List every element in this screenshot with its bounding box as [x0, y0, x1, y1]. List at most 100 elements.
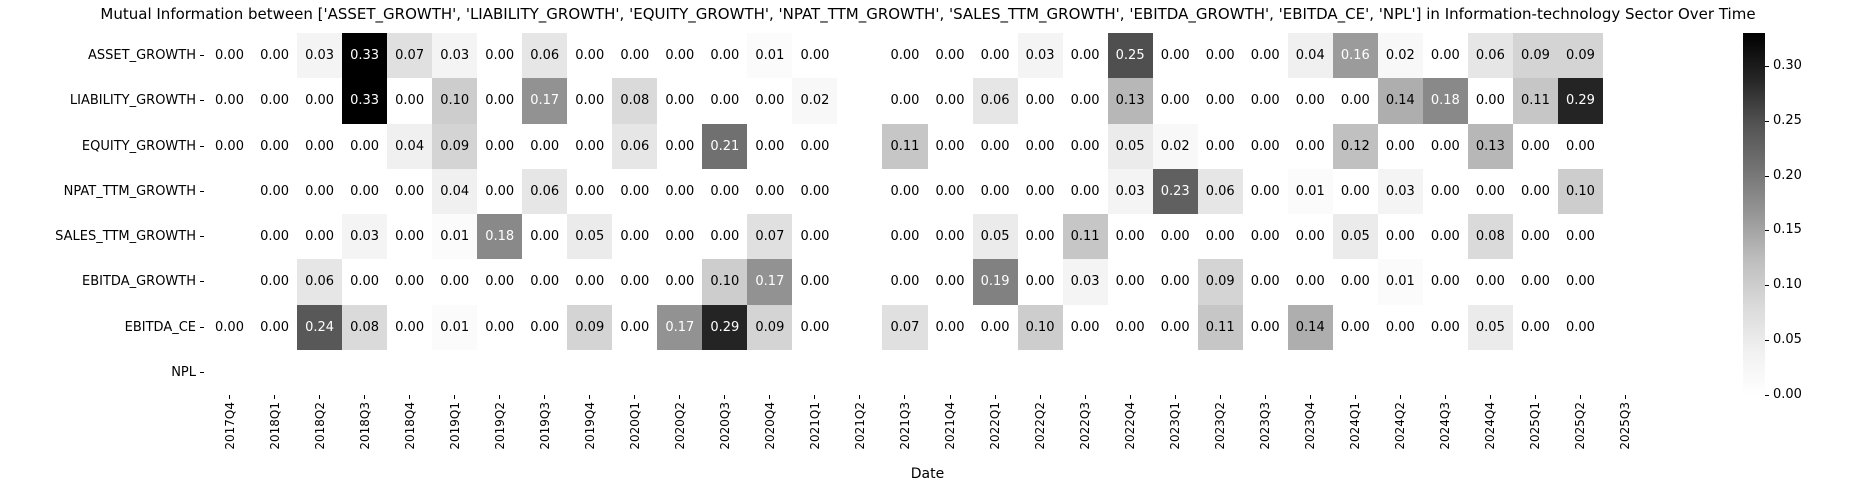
heatmap-cell: 0.29 — [702, 304, 748, 350]
colorbar-tick-mark — [1765, 285, 1769, 287]
heatmap-cell: 0.00 — [657, 33, 703, 79]
heatmap-cell: 0.00 — [432, 259, 478, 305]
heatmap-cell: 0.00 — [1242, 123, 1288, 169]
heatmap-cell: 0.00 — [702, 33, 748, 79]
heatmap-cell: 0.00 — [747, 123, 793, 169]
heatmap-cell: 0.00 — [1017, 78, 1063, 124]
x-tick-label: 2025Q3 — [1618, 402, 1633, 450]
colorbar-tick-mark — [1765, 175, 1769, 177]
heatmap-cell: 0.16 — [1332, 33, 1378, 79]
heatmap-grid: 0.00 0.00 0.03 0.33 0.07 0.03 0.00 0.06 0.00 0.00… — [207, 33, 1648, 395]
heatmap-cell: 0.06 — [1467, 33, 1513, 79]
x-tick-mark — [1489, 395, 1491, 399]
heatmap-cell — [1557, 349, 1603, 395]
heatmap-cell: 0.01 — [747, 33, 793, 79]
heatmap-cell: 0.29 — [1557, 78, 1603, 124]
heatmap-cell: 0.00 — [1062, 168, 1108, 214]
heatmap-cell: 0.00 — [387, 168, 433, 214]
heatmap-cell — [1602, 168, 1648, 214]
heatmap-cell: 0.00 — [927, 123, 973, 169]
heatmap-cell: 0.13 — [1467, 123, 1513, 169]
x-tick-label: 2018Q4 — [402, 402, 417, 450]
heatmap-cell: 0.04 — [387, 123, 433, 169]
heatmap-cell: 0.00 — [792, 259, 838, 305]
heatmap-cell: 0.00 — [567, 78, 613, 124]
x-tick-mark — [1084, 395, 1086, 399]
heatmap-cell: 0.00 — [252, 168, 298, 214]
heatmap-cell: 0.00 — [477, 123, 523, 169]
heatmap-cell: 0.00 — [1062, 33, 1108, 79]
colorbar-tick-label: 0.00 — [1773, 387, 1802, 402]
heatmap-cell: 0.00 — [1422, 168, 1468, 214]
heatmap-cell: 0.00 — [1287, 214, 1333, 260]
heatmap-cell: 0.11 — [1197, 304, 1243, 350]
chart-title: Mutual Information between ['ASSET_GROWT… — [100, 5, 1756, 23]
heatmap-cell: 0.01 — [1377, 259, 1423, 305]
heatmap-cell: 0.00 — [927, 259, 973, 305]
x-tick-mark — [859, 395, 861, 399]
x-tick-label: 2022Q2 — [1033, 402, 1048, 450]
heatmap-cell: 0.10 — [432, 78, 478, 124]
heatmap-cell: 0.12 — [1332, 123, 1378, 169]
heatmap-cell: 0.00 — [972, 123, 1018, 169]
heatmap-cell: 0.02 — [1377, 33, 1423, 79]
colorbar-tick-mark — [1765, 120, 1769, 122]
x-tick-mark — [1579, 395, 1581, 399]
heatmap-cell: 0.00 — [612, 304, 658, 350]
heatmap-cell — [837, 259, 883, 305]
heatmap-cell — [1017, 349, 1063, 395]
heatmap-cell: 0.00 — [1152, 259, 1198, 305]
heatmap-cell: 0.03 — [1017, 33, 1063, 79]
heatmap-cell: 0.00 — [1017, 259, 1063, 305]
heatmap-cell: 0.00 — [1512, 259, 1558, 305]
row-label: LIABILITY_GROWTH — [0, 78, 207, 123]
heatmap-cell: 0.00 — [702, 78, 748, 124]
heatmap-cell: 0.24 — [297, 304, 343, 350]
heatmap-cell: 0.19 — [972, 259, 1018, 305]
heatmap-cell — [1602, 123, 1648, 169]
x-tick-label: 2023Q1 — [1168, 402, 1183, 450]
heatmap-cell: 0.00 — [882, 33, 928, 79]
heatmap-cell: 0.00 — [1422, 33, 1468, 79]
x-tick-label: 2018Q3 — [357, 402, 372, 450]
y-tick-mark — [200, 236, 204, 238]
heatmap-cell: 0.00 — [1242, 78, 1288, 124]
heatmap-cell: 0.07 — [747, 214, 793, 260]
heatmap-cell: 0.00 — [1152, 33, 1198, 79]
heatmap-cell: 0.00 — [297, 123, 343, 169]
heatmap-cell: 0.00 — [1377, 304, 1423, 350]
heatmap-cell: 0.00 — [387, 214, 433, 260]
heatmap-cell: 0.00 — [702, 214, 748, 260]
x-tick-label: 2022Q4 — [1123, 402, 1138, 450]
x-tick-mark — [1534, 395, 1536, 399]
heatmap-cell: 0.00 — [927, 78, 973, 124]
x-tick-label: 2019Q2 — [492, 402, 507, 450]
heatmap-cell — [1377, 349, 1423, 395]
x-tick-mark — [1264, 395, 1266, 399]
heatmap-cell: 0.00 — [342, 123, 388, 169]
heatmap-cell: 0.00 — [1467, 78, 1513, 124]
heatmap-cell: 0.00 — [1557, 259, 1603, 305]
heatmap-cell — [252, 349, 298, 395]
heatmap-cell: 0.00 — [1332, 259, 1378, 305]
heatmap-cell: 0.00 — [522, 304, 568, 350]
heatmap-cell: 0.00 — [1287, 78, 1333, 124]
heatmap-cell: 0.09 — [747, 304, 793, 350]
heatmap-cell: 0.02 — [1152, 123, 1198, 169]
heatmap-cell: 0.06 — [297, 259, 343, 305]
heatmap-cell: 0.08 — [342, 304, 388, 350]
heatmap-cell — [837, 123, 883, 169]
x-tick-mark — [1309, 395, 1311, 399]
heatmap-cell: 0.00 — [567, 168, 613, 214]
heatmap-cell: 0.00 — [657, 123, 703, 169]
heatmap-cell: 0.00 — [927, 214, 973, 260]
x-tick-mark — [1174, 395, 1176, 399]
heatmap-cell: 0.00 — [927, 168, 973, 214]
heatmap-cell: 0.11 — [1512, 78, 1558, 124]
x-tick-mark — [1354, 395, 1356, 399]
heatmap-cell: 0.00 — [252, 78, 298, 124]
heatmap-cell: 0.00 — [1422, 123, 1468, 169]
heatmap-cell: 0.00 — [522, 214, 568, 260]
heatmap-cell: 0.00 — [207, 304, 253, 350]
heatmap-cell — [1512, 349, 1558, 395]
